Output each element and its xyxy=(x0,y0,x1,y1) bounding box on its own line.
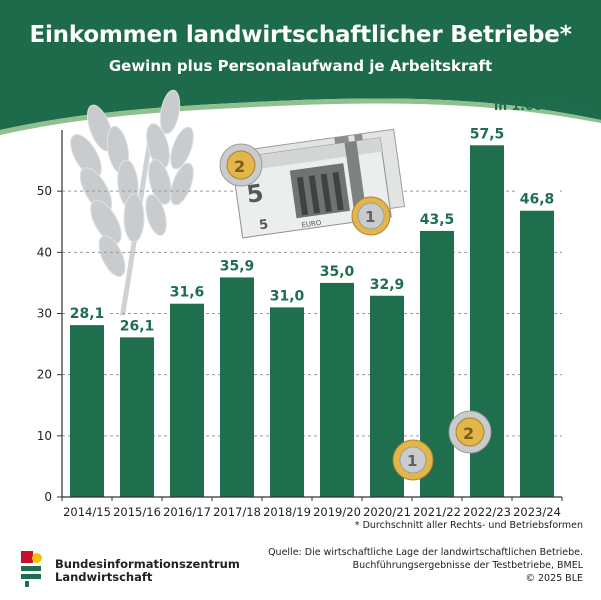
value-label-bg xyxy=(466,123,508,143)
banknote-currency-text: EURO xyxy=(301,219,322,230)
y-tick-label: 40 xyxy=(37,245,52,259)
y-tick-label: 20 xyxy=(37,368,52,382)
value-label-bg xyxy=(316,260,358,280)
bar-2019/20 xyxy=(320,282,354,497)
chart-title: Einkommen landwirtschaftlicher Betriebe* xyxy=(29,22,572,48)
unit-label: in 1.000 Euro xyxy=(494,98,588,113)
svg-text:1: 1 xyxy=(365,208,375,226)
organization-name-line1: Bundesinformationszentrum xyxy=(55,557,240,571)
coin-2-euro-bottom-icon: 2 xyxy=(448,410,492,454)
banknote-illustration: 5 5 EURO xyxy=(231,128,406,239)
value-label: 35,9 xyxy=(220,258,255,274)
bars xyxy=(70,145,554,498)
x-tick-label: 2021/22 xyxy=(413,505,461,519)
value-label: 28,1 xyxy=(70,306,105,322)
coin-1-euro-bottom-icon: 1 xyxy=(392,439,434,481)
x-tick-label: 2017/18 xyxy=(213,505,261,519)
bar-2014/15 xyxy=(70,325,104,497)
bar-2017/18 xyxy=(220,277,254,497)
wheat-ear-illustration xyxy=(70,89,194,331)
value-label: 35,0 xyxy=(320,264,355,280)
banknote-value-small: 5 xyxy=(258,217,269,233)
x-tick-label: 2015/16 xyxy=(113,505,161,519)
value-label: 32,9 xyxy=(370,277,405,293)
organization-name: Bundesinformationszentrum Landwirtschaft xyxy=(55,558,240,584)
bar-2023/24 xyxy=(520,210,554,498)
y-tick-label: 30 xyxy=(37,307,52,321)
value-label: 57,5 xyxy=(470,126,505,142)
bar-2015/16 xyxy=(120,337,154,497)
svg-text:2: 2 xyxy=(463,424,474,443)
x-tick-label: 2018/19 xyxy=(263,505,311,519)
value-label: 46,8 xyxy=(520,192,555,208)
x-tick-label: 2020/21 xyxy=(363,505,411,519)
value-label-bg xyxy=(166,281,208,301)
bar-2016/17 xyxy=(170,303,204,497)
value-labels: 28,1 26,1 31,6 35,9 31,0 35,0 32,9 43,5 57,5 46,8 xyxy=(66,123,558,335)
value-label-bg xyxy=(516,188,558,208)
y-tick-label: 10 xyxy=(37,429,52,443)
value-label: 43,5 xyxy=(420,212,455,228)
value-label-bg xyxy=(366,273,408,293)
value-label: 31,6 xyxy=(170,285,205,301)
source-line2: Buchführungsergebnisse der Testbetriebe,… xyxy=(352,560,583,571)
value-label-bg xyxy=(266,285,308,305)
source-note: Quelle: Die wirtschaftliche Lage der lan… xyxy=(268,546,583,585)
bar-2018/19 xyxy=(270,307,304,497)
value-label-bg xyxy=(66,303,108,323)
coin-1-euro-icon: 1 xyxy=(351,196,391,236)
coin-2-euro-icon: 2 xyxy=(219,143,263,187)
ble-logo-icon xyxy=(17,548,45,588)
value-label-bg xyxy=(116,315,158,335)
header-background xyxy=(0,0,601,135)
y-tick-label: 0 xyxy=(44,490,52,504)
svg-text:1: 1 xyxy=(407,452,417,470)
value-label: 26,1 xyxy=(120,318,155,334)
x-tick-label: 2014/15 xyxy=(63,505,111,519)
svg-text:2: 2 xyxy=(234,157,245,176)
y-tick-label: 50 xyxy=(37,184,52,198)
x-tick-label: 2019/20 xyxy=(313,505,361,519)
source-line1: Quelle: Die wirtschaftliche Lage der lan… xyxy=(268,547,583,558)
x-tick-label: 2022/23 xyxy=(463,505,511,519)
organization-name-line2: Landwirtschaft xyxy=(55,570,153,584)
chart-subtitle: Gewinn plus Personalaufwand je Arbeitskr… xyxy=(108,57,493,75)
banknote-value: 5 xyxy=(245,179,265,209)
footnote: * Durchschnitt aller Rechts- und Betrieb… xyxy=(354,520,583,531)
value-label-bg xyxy=(216,255,258,275)
value-label-bg xyxy=(416,208,458,228)
x-tick-label: 2023/24 xyxy=(513,505,561,519)
x-tick-label: 2016/17 xyxy=(163,505,211,519)
value-label: 31,0 xyxy=(270,288,305,304)
source-line3: © 2025 BLE xyxy=(525,573,583,584)
bar-chart: 5 5 EURO 2 1 1 2 28,1 26,1 31,6 35,9 31,0 35,… xyxy=(37,89,563,519)
